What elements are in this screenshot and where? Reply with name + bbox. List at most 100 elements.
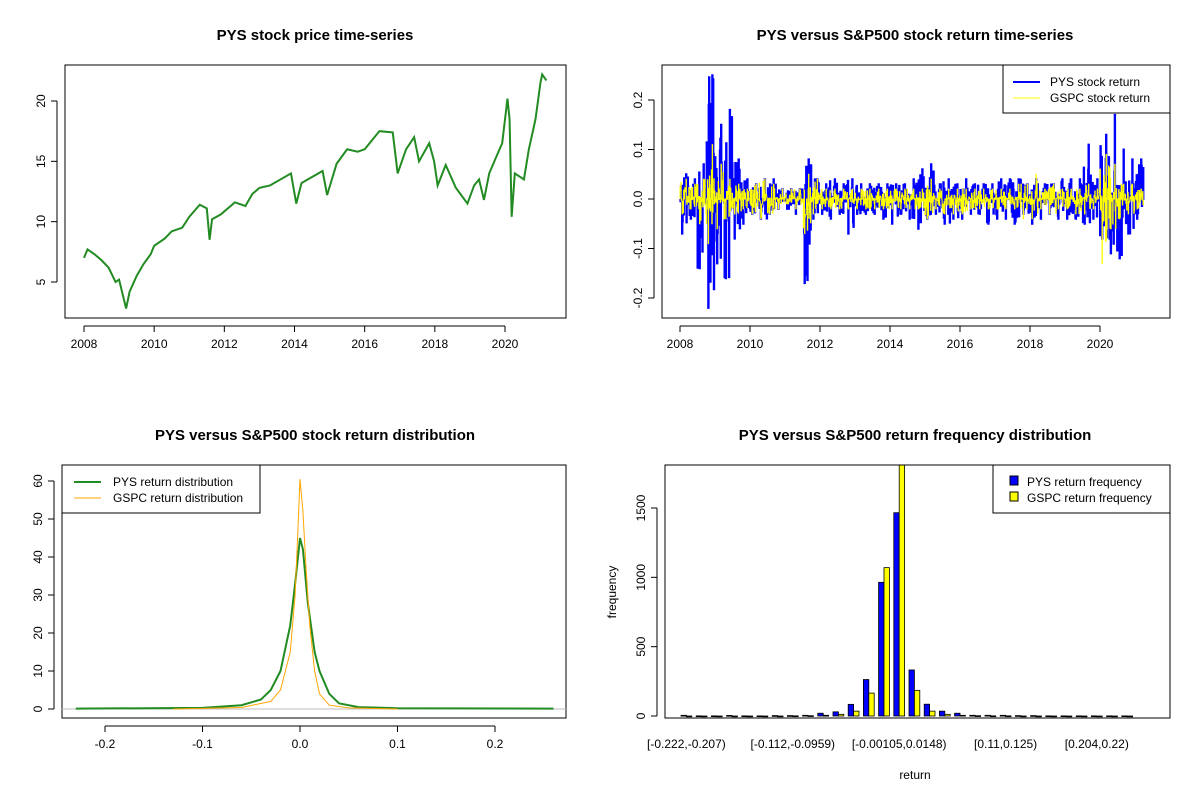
x-tick-label: -0.2 [95, 737, 116, 751]
x-tick-label: 2010 [737, 337, 764, 351]
y-tick-label: 1000 [634, 564, 648, 591]
pys-bar [1060, 715, 1067, 718]
pys-bar [726, 715, 733, 717]
x-tick-label: 0.2 [487, 737, 504, 751]
gspc-bar [883, 567, 890, 717]
legend-label: PYS return frequency [1027, 475, 1142, 489]
gspc-bar [898, 464, 906, 717]
x-tick-label: 2010 [141, 337, 168, 351]
gspc-bar [686, 715, 693, 718]
gspc-bar [1111, 715, 1118, 718]
x-tick-label: 2020 [492, 337, 519, 351]
pys-bar [832, 711, 839, 717]
price-chart: PYS stock price time-series 2008 2010 2012… [34, 27, 567, 351]
gspc-bar [990, 715, 997, 718]
y-tick-label: 0.0 [631, 190, 645, 207]
y-tick-label: 0.2 [631, 91, 645, 108]
gspc-return-line [679, 144, 1144, 264]
y-tick-label: 15 [34, 154, 48, 168]
y-axis-label: frequency [605, 566, 619, 619]
pys-bar [1075, 715, 1082, 718]
chart-title: PYS versus S&P500 return frequency distr… [739, 427, 1092, 444]
plot-box [61, 464, 567, 719]
pys-bar [756, 715, 763, 718]
pys-bar [984, 714, 991, 717]
y-tick-label: 500 [634, 636, 648, 656]
x-tick-label: -0.1 [192, 737, 213, 751]
pys-bar [999, 714, 1007, 717]
pys-bar [878, 581, 885, 717]
chart-title: PYS versus S&P500 stock return time-seri… [757, 27, 1074, 44]
y-tick-label: 40 [31, 550, 45, 564]
legend: PYS return distribution GSPC return dist… [61, 464, 261, 514]
gspc-bar [944, 713, 951, 717]
return-density-chart: PYS versus S&P500 stock return distribut… [31, 427, 567, 751]
pys-bar [863, 679, 870, 717]
gspc-bar [822, 714, 830, 717]
pys-bar [847, 703, 855, 717]
y-tick-label: 1500 [634, 494, 648, 521]
gspc-bar [1050, 715, 1057, 718]
y-tick-label: 30 [31, 588, 45, 602]
x-tick-label: 2008 [71, 337, 98, 351]
y-tick-label: 0.1 [631, 141, 645, 158]
x-tick-label: [0.204,0.22) [1065, 737, 1129, 751]
gspc-bar [838, 713, 845, 717]
gspc-bar [914, 689, 921, 717]
legend-label: GSPC stock return [1050, 91, 1150, 105]
y-tick-label: -0.1 [631, 238, 645, 259]
gspc-bar [1035, 715, 1042, 718]
legend-label: GSPC return distribution [113, 491, 243, 505]
x-tick-label: 0.1 [389, 737, 406, 751]
plot-box [64, 64, 567, 319]
pys-bar [787, 715, 794, 717]
y-tick-label: 0 [31, 705, 45, 712]
legend-label: PYS return distribution [113, 475, 233, 489]
pys-bar [1121, 715, 1128, 718]
chart-title: PYS versus S&P500 stock return distribut… [155, 427, 475, 444]
pys-bar [680, 714, 687, 717]
pys-bar [741, 715, 748, 718]
x-tick-label: [0.11,0.125) [974, 737, 1037, 751]
gspc-bar [807, 715, 814, 717]
x-tick-label: 2012 [211, 337, 238, 351]
price-line [83, 71, 548, 309]
x-tick-label: 2012 [807, 337, 834, 351]
pys-bar [695, 715, 703, 718]
legend: PYS return frequency GSPC return frequen… [992, 464, 1171, 514]
gspc-bar [959, 714, 966, 717]
pys-density-line [75, 537, 554, 710]
pys-bar [954, 712, 961, 717]
x-tick-label: [-0.112,-0.0959) [751, 737, 836, 751]
gspc-bar [701, 715, 708, 718]
x-tick-label: 2016 [947, 337, 974, 351]
x-tick-label: 2018 [1017, 337, 1044, 351]
y-tick-label: -0.2 [631, 287, 645, 308]
x-tick-label: 2014 [281, 337, 308, 351]
legend-label: GSPC return frequency [1027, 491, 1152, 505]
y-tick-label: 20 [31, 626, 45, 640]
gspc-density-line [173, 479, 398, 710]
pys-bar [908, 669, 915, 717]
gspc-bar [777, 715, 784, 718]
gspc-bar [1005, 715, 1012, 718]
x-axis-label: return [899, 768, 930, 782]
x-tick-label: 2008 [667, 337, 694, 351]
gspc-bar [792, 715, 799, 718]
pys-bar [1045, 715, 1052, 718]
y-tick-label: 10 [34, 215, 48, 229]
gspc-bar [746, 715, 754, 718]
gspc-bar [1096, 715, 1103, 718]
x-tick-label: 2020 [1087, 337, 1114, 351]
y-tick-label: 0 [634, 712, 648, 719]
plot-box [664, 464, 1171, 719]
pys-bar [711, 715, 718, 718]
pys-bar [923, 703, 931, 717]
pys-bar [1015, 715, 1022, 717]
pys-bar [771, 715, 779, 717]
pys-bar [1091, 715, 1098, 718]
gspc-bar [1081, 715, 1088, 718]
x-tick-label: [-0.222,-0.207) [647, 737, 726, 751]
x-tick-label: 0.0 [292, 737, 309, 751]
